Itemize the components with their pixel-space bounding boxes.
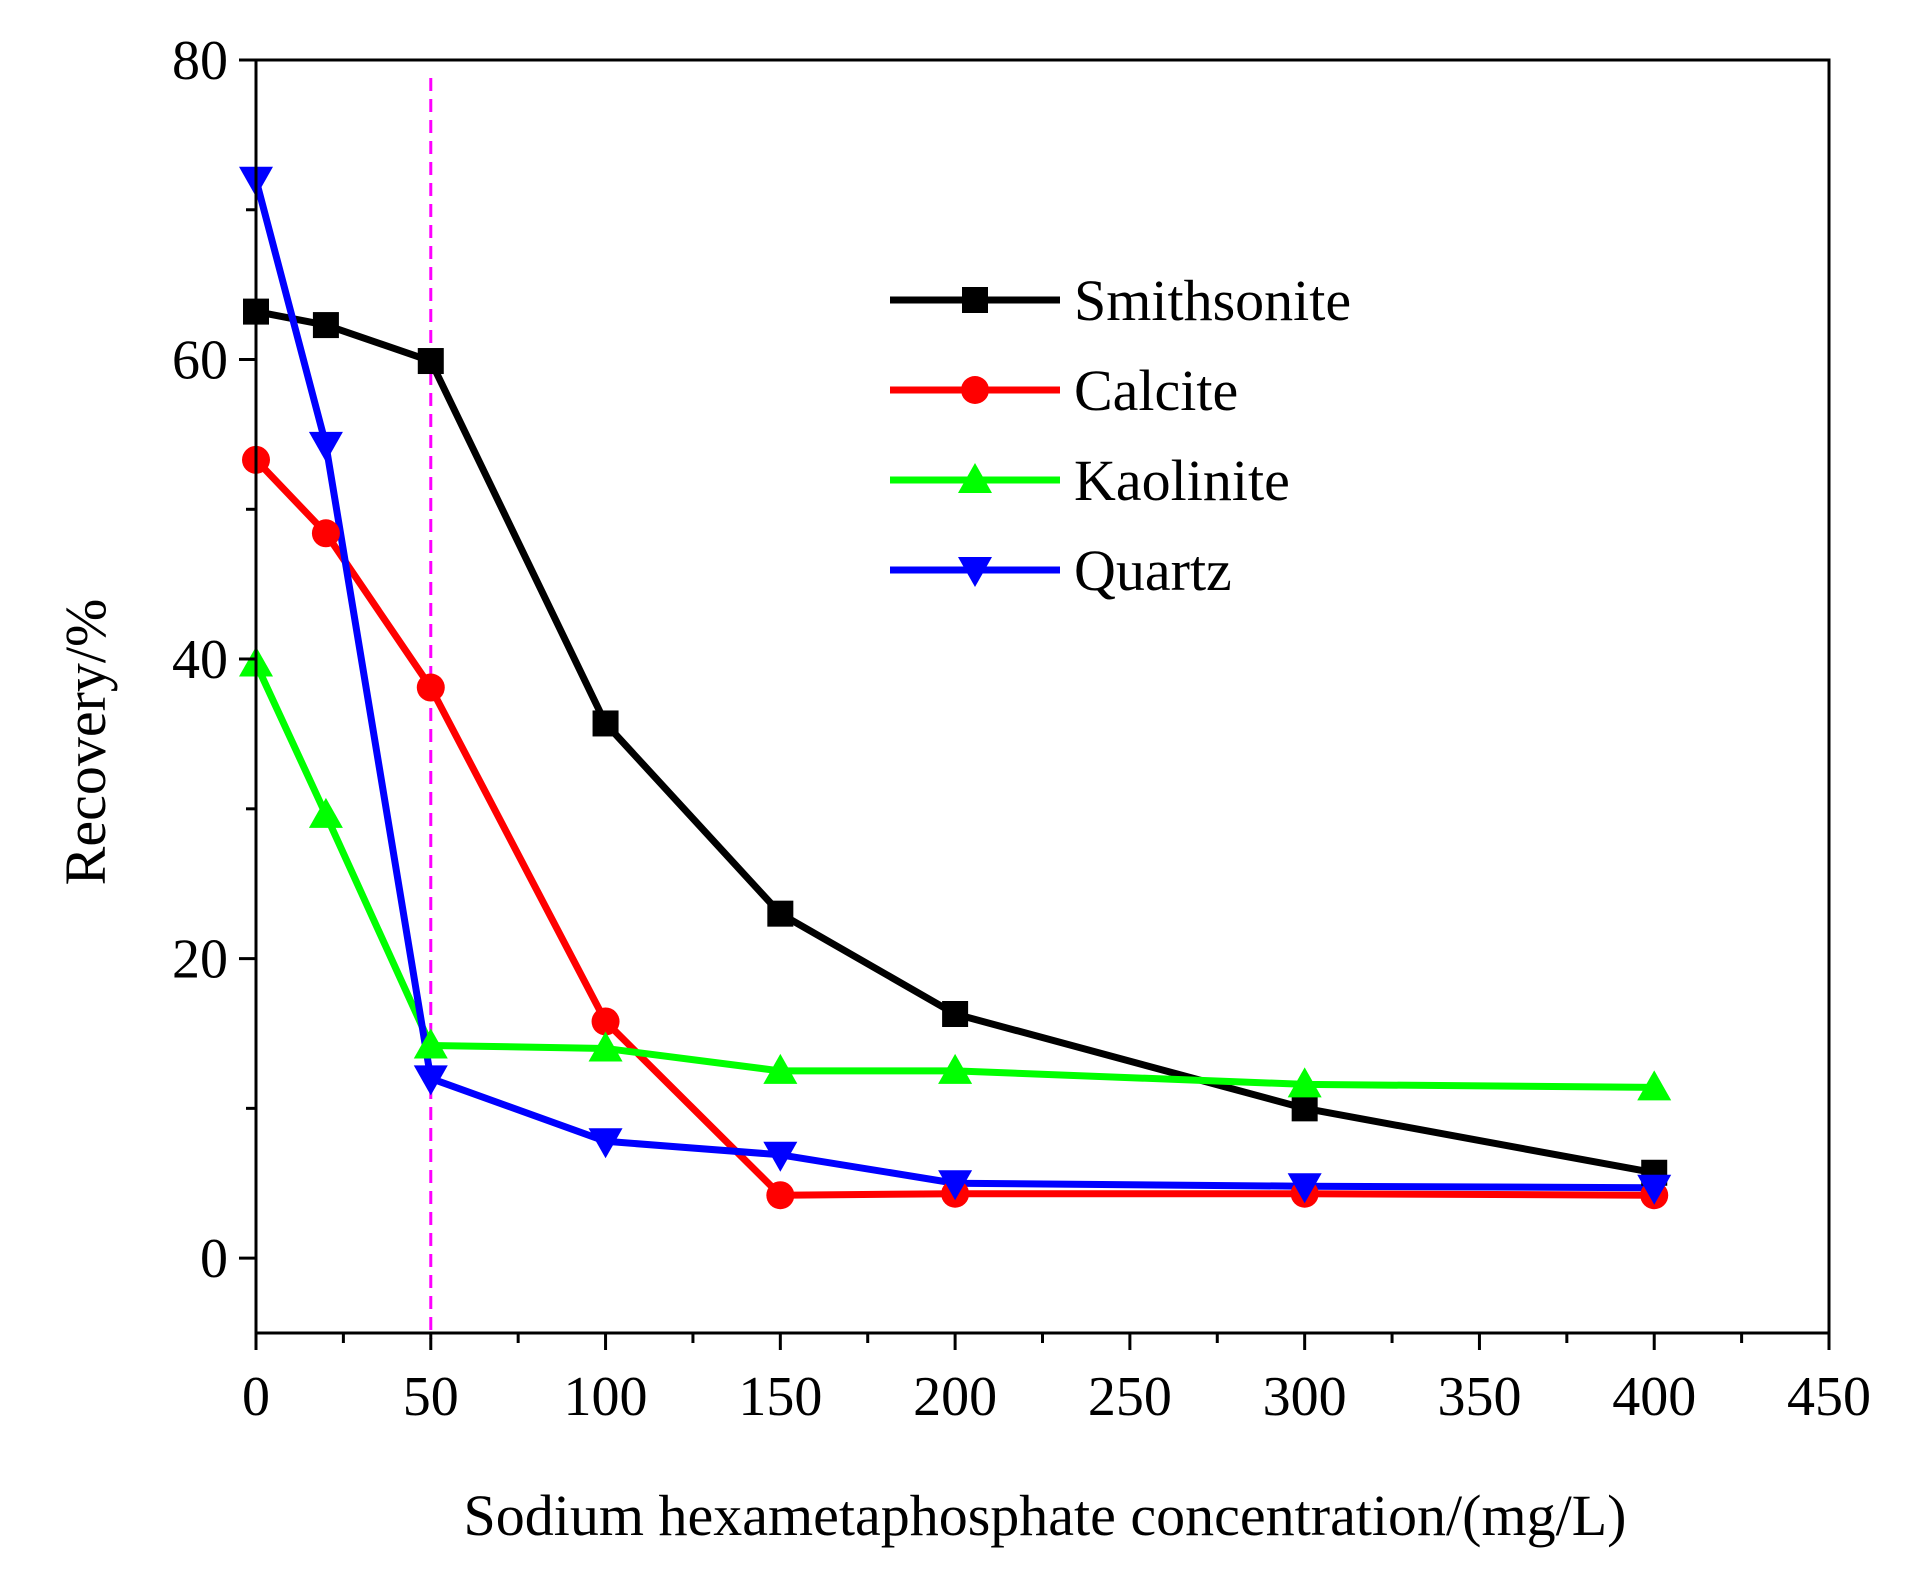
data-point-calcite [311,519,340,548]
data-point-kaolinite [938,1053,973,1084]
y-tick-label: 60 [172,330,228,392]
data-point-smithsonite [942,1001,969,1028]
legend-item-kaolinite: Kaolinite [890,448,1290,513]
y-tick-label: 40 [172,629,228,691]
legend-item-smithsonite: Smithsonite [890,268,1351,333]
x-tick-label: 400 [1612,1366,1696,1428]
data-point-smithsonite [592,710,619,737]
y-tick-label: 0 [200,1228,228,1290]
data-point-smithsonite [417,348,444,375]
data-point-quartz [938,1170,973,1201]
data-point-calcite [416,673,445,702]
legend: Smithsonite Calcite Kaolinite Quartz [890,268,1351,603]
y-tick-label: 80 [172,30,228,92]
legend-marker [958,463,992,493]
x-tick-label: 300 [1263,1366,1347,1428]
legend-item-calcite: Calcite [890,358,1238,423]
x-tick-label: 450 [1787,1366,1871,1428]
series-line-quartz [252,178,1655,1192]
data-point-quartz [413,1065,448,1096]
legend-marker [958,557,992,587]
legend-label: Smithsonite [1074,268,1351,333]
data-point-quartz [308,431,343,462]
data-point-quartz [763,1141,798,1172]
axes-layer: Sodium hexametaphosphate concentration/(… [53,30,1871,1548]
data-point-quartz [1637,1174,1672,1205]
data-point-smithsonite [767,900,794,927]
x-tick-label: 100 [564,1366,648,1428]
legend-item-quartz: Quartz [890,538,1232,603]
data-point-smithsonite [312,312,339,339]
y-tick-label: 20 [172,929,228,991]
data-point-calcite [591,1007,620,1036]
data-point-kaolinite [588,1031,623,1062]
data-point-quartz [1287,1173,1322,1204]
x-tick-label: 250 [1088,1366,1172,1428]
data-point-kaolinite [1287,1067,1322,1098]
series-line-smithsonite [255,308,1655,1177]
data-point-kaolinite [1637,1070,1672,1101]
y-axis-title: Recovery/% [53,599,118,886]
legend-marker [961,376,989,404]
plot-layer [239,78,1672,1339]
data-point-smithsonite [1291,1095,1318,1122]
x-tick-label: 150 [738,1366,822,1428]
x-tick-label: 0 [242,1366,270,1428]
legend-label: Calcite [1074,358,1238,423]
data-point-calcite [766,1181,795,1210]
legend-label: Kaolinite [1074,448,1290,513]
x-axis-title: Sodium hexametaphosphate concentration/(… [464,1483,1627,1548]
series-line-kaolinite [252,662,1655,1091]
legend-label: Quartz [1074,538,1232,603]
data-point-kaolinite [413,1028,448,1059]
x-tick-label: 50 [403,1366,459,1428]
x-tick-label: 200 [913,1366,997,1428]
data-point-quartz [588,1128,623,1159]
plot-frame [254,58,1831,1335]
data-point-kaolinite [308,797,343,828]
data-point-kaolinite [763,1053,798,1084]
legend-marker [962,287,988,313]
x-tick-label: 350 [1437,1366,1521,1428]
